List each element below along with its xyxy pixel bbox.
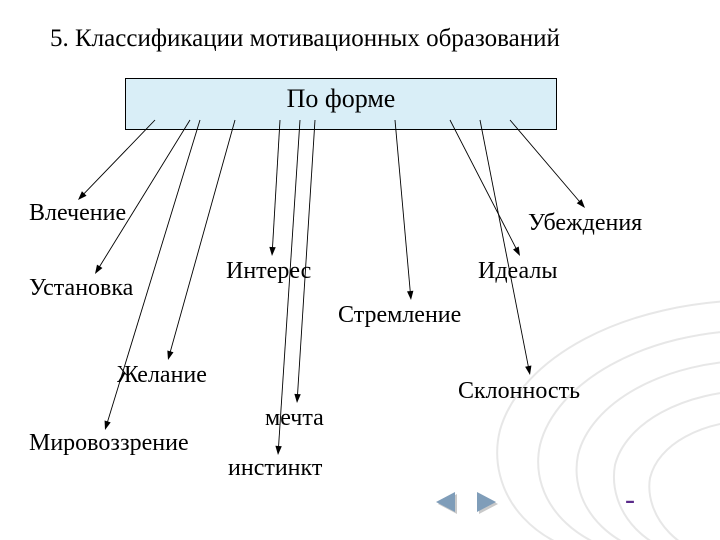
slide: 5. Классификации мотивационных образован…: [0, 0, 720, 540]
prev-button[interactable]: [435, 490, 465, 516]
node-n2: Установка: [29, 275, 133, 302]
nav-controls: [435, 490, 501, 516]
node-n9: Идеалы: [478, 258, 557, 285]
root-category-box: По форме: [125, 78, 557, 130]
footer-dash: -: [625, 483, 635, 517]
page-title: 5. Классификации мотивационных образован…: [50, 25, 670, 53]
node-n7: инстинкт: [228, 455, 322, 482]
node-n8: Стремление: [338, 302, 461, 329]
node-n5: Интерес: [226, 258, 311, 285]
node-n10: Склонность: [458, 378, 580, 405]
node-n3: Желание: [117, 362, 207, 389]
root-category-label: По форме: [287, 84, 396, 113]
node-n6: мечта: [265, 405, 324, 432]
node-n11: Убеждения: [528, 210, 642, 237]
node-n4: Мировоззрение: [29, 430, 189, 457]
next-button[interactable]: [471, 490, 501, 516]
node-n1: Влечение: [29, 200, 126, 227]
